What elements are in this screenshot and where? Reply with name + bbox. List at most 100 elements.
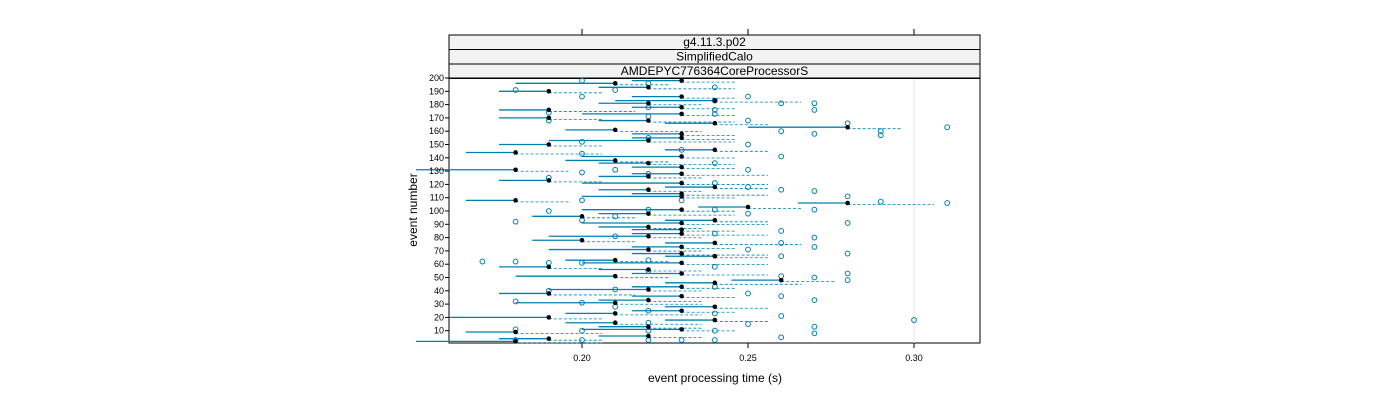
open-point <box>778 313 785 319</box>
open-point <box>579 93 585 100</box>
y-tick-label: 40 <box>434 286 444 296</box>
filled-point <box>679 207 684 212</box>
open-point <box>711 327 718 334</box>
open-point <box>745 246 751 253</box>
filled-point <box>546 336 552 341</box>
filled-point <box>712 280 718 286</box>
open-point <box>745 141 751 148</box>
filled-point <box>646 247 651 252</box>
y-tick-label: 90 <box>434 219 444 229</box>
filled-point <box>646 211 651 216</box>
filled-point <box>712 218 718 223</box>
y-tick-label: 200 <box>429 73 444 83</box>
open-point <box>579 169 585 176</box>
open-point <box>844 250 851 257</box>
open-point <box>645 337 652 343</box>
open-point <box>612 213 619 220</box>
open-point <box>645 113 652 120</box>
open-point <box>579 217 585 224</box>
open-point <box>778 273 785 280</box>
filled-point <box>845 124 850 130</box>
filled-point <box>646 287 651 292</box>
y-tick-label: 100 <box>429 206 444 216</box>
x-tick-label: 0.25 <box>739 353 757 363</box>
open-point <box>745 166 751 173</box>
filled-point <box>679 131 684 137</box>
filled-point <box>679 308 684 314</box>
filled-point <box>778 277 784 283</box>
open-point <box>811 274 818 281</box>
filled-point <box>612 320 618 326</box>
filled-point <box>712 253 718 259</box>
open-point <box>711 107 718 113</box>
open-point <box>711 160 718 167</box>
open-point <box>911 317 917 323</box>
filled-point <box>679 327 684 332</box>
open-point <box>745 210 751 217</box>
filled-point <box>546 89 552 94</box>
filled-point <box>546 315 552 320</box>
y-tick-label: 180 <box>429 100 444 110</box>
open-point <box>479 258 486 265</box>
filled-point <box>646 324 651 330</box>
open-point <box>545 208 552 214</box>
open-point <box>811 100 818 107</box>
open-point <box>877 132 884 139</box>
filled-point <box>679 271 684 276</box>
run-segments <box>416 80 934 344</box>
filled-point <box>712 147 718 153</box>
filled-point <box>712 120 718 126</box>
open-point <box>778 186 785 193</box>
filled-point <box>712 317 718 323</box>
open-point <box>811 234 818 241</box>
open-point <box>877 198 884 205</box>
open-point <box>778 240 785 246</box>
strip-headers: g4.11.3.p02SimplifiedCaloAMDEPYC776364Co… <box>448 34 981 79</box>
filled-point <box>646 85 651 90</box>
filled-point <box>646 333 651 339</box>
open-point <box>579 327 585 334</box>
open-point <box>778 228 785 234</box>
open-point <box>811 297 818 304</box>
filled-point <box>646 174 651 179</box>
filled-point <box>646 267 651 272</box>
open-point <box>645 307 652 314</box>
open-point <box>579 337 585 343</box>
open-point <box>711 263 718 270</box>
filled-point <box>646 138 651 143</box>
open-point <box>811 107 818 113</box>
y-tick-label: 120 <box>429 179 444 189</box>
filled-point <box>612 81 618 86</box>
filled-point <box>546 142 552 147</box>
y-tick-label: 20 <box>434 312 444 322</box>
y-tick-label: 110 <box>430 193 444 203</box>
filled-point <box>679 171 684 177</box>
open-point <box>745 93 751 100</box>
y-tick-label: 160 <box>429 126 444 136</box>
open-point <box>711 84 718 91</box>
open-point <box>612 286 619 293</box>
y-tick-label: 30 <box>434 299 444 309</box>
open-point <box>844 270 851 277</box>
open-point <box>811 188 818 194</box>
filled-point <box>712 304 718 310</box>
filled-point <box>513 167 518 173</box>
filled-point <box>612 311 618 316</box>
filled-point <box>612 127 618 133</box>
y-tick-label: 70 <box>434 246 444 256</box>
open-point <box>545 259 552 266</box>
open-point <box>811 206 818 213</box>
open-point <box>778 153 785 160</box>
open-point <box>844 120 851 127</box>
filled-point <box>679 227 684 232</box>
filled-point <box>679 260 684 266</box>
filled-point <box>845 200 850 206</box>
filled-point <box>546 107 552 113</box>
filled-point <box>712 184 718 190</box>
filled-point <box>646 118 651 123</box>
open-point <box>645 319 652 326</box>
filled-point <box>546 178 552 183</box>
x-tick-label: 0.20 <box>573 353 591 363</box>
filled-point <box>679 154 684 159</box>
